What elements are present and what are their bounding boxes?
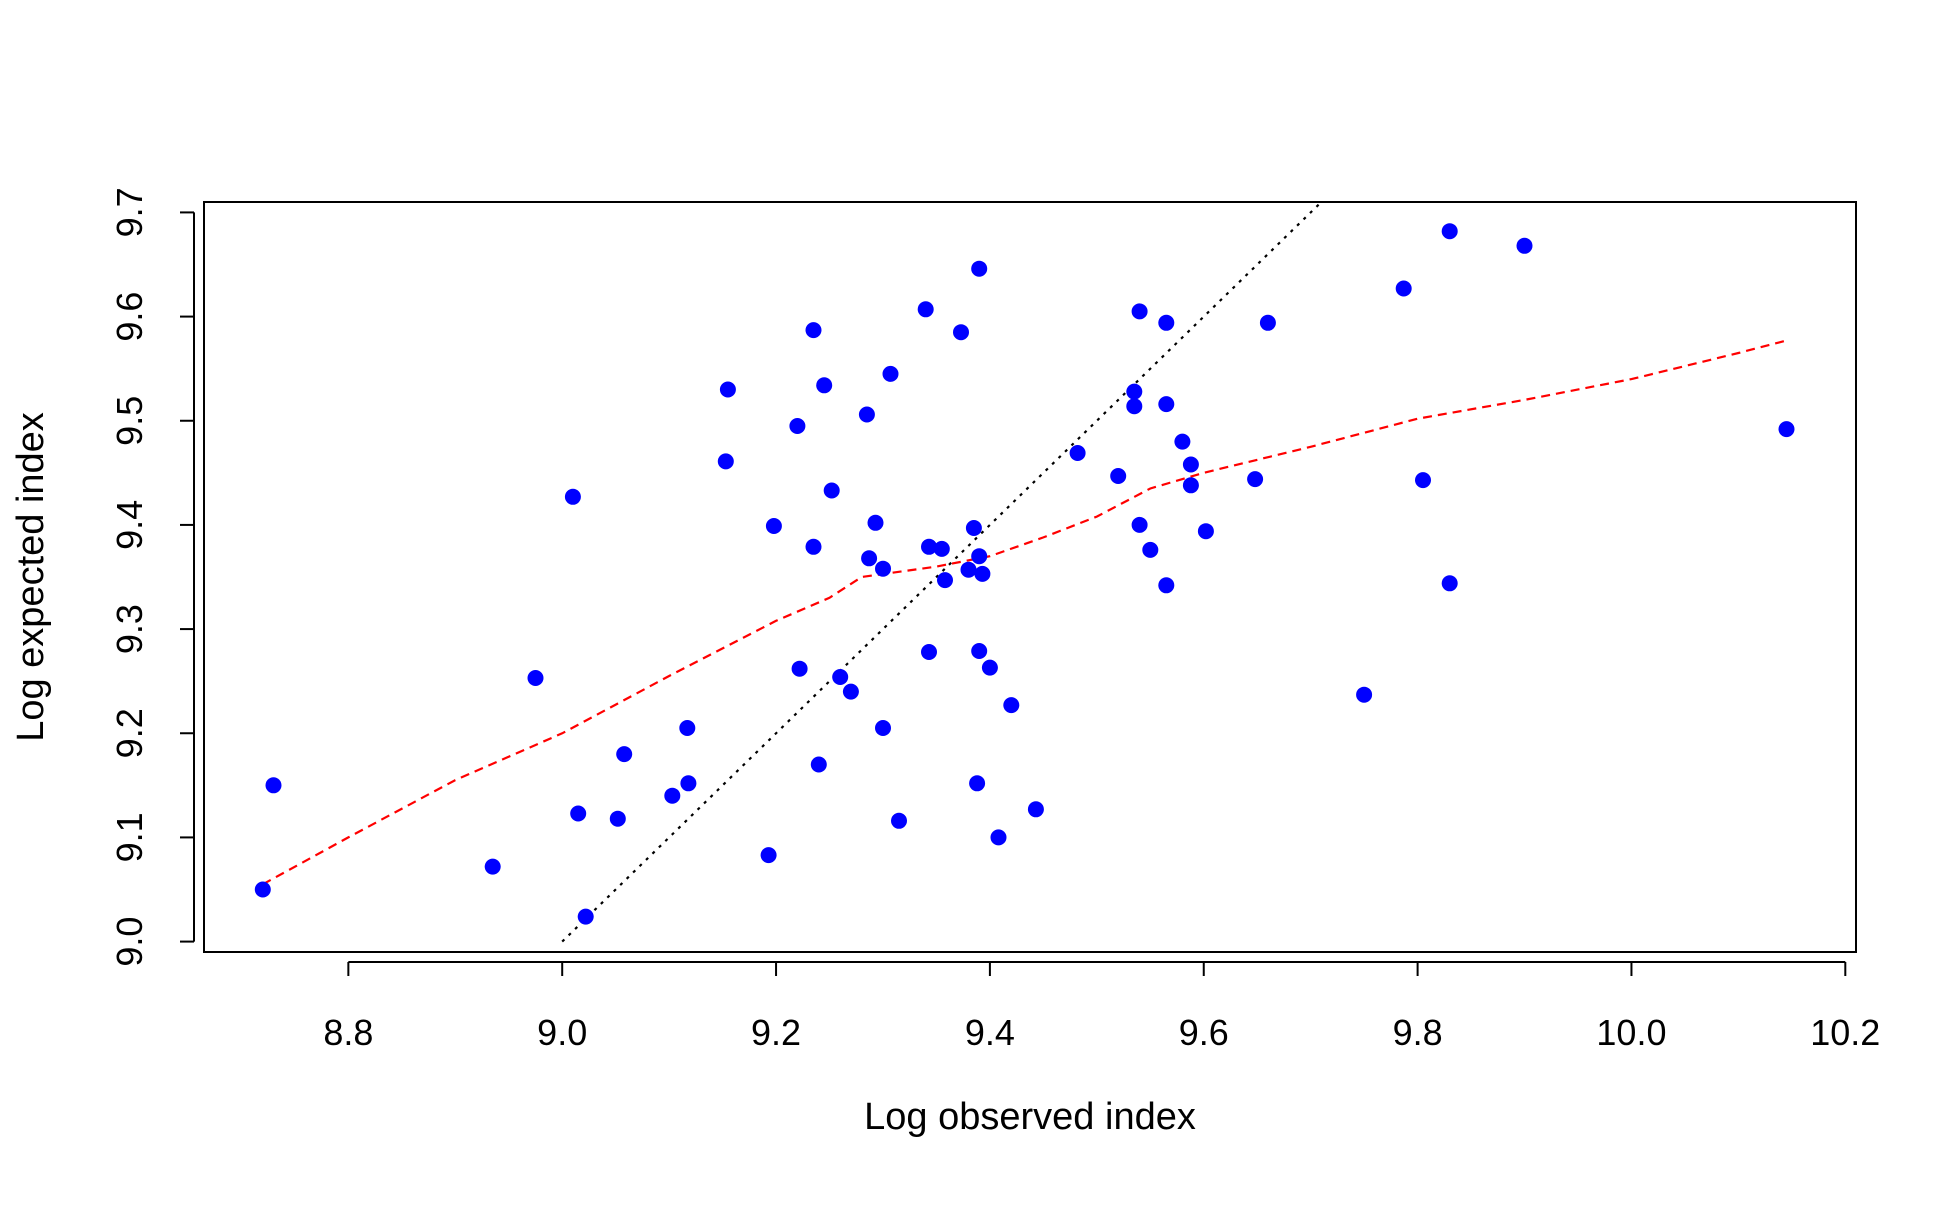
data-point [965, 520, 982, 536]
data-point [609, 810, 626, 827]
data-point [564, 488, 581, 505]
y-tick-label: 9.7 [109, 187, 150, 237]
data-point [789, 418, 806, 434]
data-point [974, 565, 991, 582]
data-point [679, 720, 696, 736]
plot-layer [254, 202, 1795, 943]
data-point [805, 322, 822, 339]
x-tick-label: 9.6 [1179, 1012, 1229, 1053]
data-point [616, 746, 633, 763]
y-axis: 9.0 9.1 9.2 9.3 9.4 9.5 9.6 9.7 [109, 187, 195, 967]
data-point [921, 644, 937, 660]
data-point [717, 453, 734, 470]
y-tick-label: 9.6 [109, 292, 150, 342]
data-point [1441, 575, 1458, 592]
data-point [1131, 516, 1148, 533]
data-point [816, 377, 833, 394]
data-point [810, 756, 827, 773]
y-tick-label: 9.5 [109, 396, 150, 446]
data-point [960, 561, 977, 578]
data-point [1142, 541, 1159, 558]
data-point [823, 482, 840, 499]
data-point [1027, 801, 1044, 818]
x-tick-label: 9.2 [751, 1012, 801, 1053]
data-point [1516, 237, 1533, 254]
data-point [791, 660, 808, 677]
x-axis-title: Log observed index [864, 1096, 1196, 1138]
data-point [971, 643, 988, 659]
data-point [1197, 523, 1214, 540]
data-point [570, 805, 587, 822]
data-point [1126, 398, 1143, 415]
data-point [1110, 468, 1127, 484]
data-point [719, 381, 736, 398]
x-tick-label: 9.4 [965, 1012, 1015, 1053]
data-point [875, 720, 891, 736]
data-point [933, 540, 950, 557]
data-point [1259, 314, 1276, 331]
x-tick-label: 9.0 [537, 1012, 587, 1053]
data-point [842, 683, 859, 700]
data-point [953, 324, 969, 341]
x-tick-label: 10.0 [1596, 1012, 1666, 1053]
data-point [1356, 686, 1373, 703]
identity-line [561, 202, 1323, 943]
data-point [1131, 303, 1148, 320]
data-point [921, 538, 937, 555]
data-point [867, 514, 884, 531]
data-point [832, 669, 849, 685]
smoothed-trend-line [262, 339, 1787, 886]
data-point [1395, 280, 1412, 297]
y-tick-label: 9.0 [109, 917, 150, 967]
y-axis-title: Log expected index [10, 412, 52, 742]
data-point [1158, 577, 1175, 594]
x-tick-label: 9.8 [1393, 1012, 1443, 1053]
data-point [1247, 471, 1264, 488]
y-tick-label: 9.1 [109, 812, 150, 862]
data-point [664, 787, 681, 804]
data-point [969, 775, 986, 792]
data-point [1069, 445, 1086, 461]
data-point [527, 670, 544, 686]
data-point [484, 858, 501, 875]
data-point [990, 829, 1007, 846]
data-point [1441, 223, 1458, 240]
data-point [1174, 433, 1191, 450]
data-point [917, 301, 934, 318]
data-point [882, 365, 899, 382]
data-point [858, 406, 875, 423]
y-tick-label: 9.2 [109, 708, 150, 758]
y-tick-label: 9.3 [109, 604, 150, 654]
data-point [1003, 697, 1020, 714]
x-tick-label: 10.2 [1810, 1012, 1880, 1053]
data-point [1182, 477, 1199, 494]
data-point [937, 572, 953, 589]
data-point [1158, 396, 1175, 413]
x-tick-label: 8.8 [323, 1012, 373, 1053]
data-point [577, 908, 594, 925]
data-point [760, 847, 777, 864]
data-point [971, 260, 988, 277]
data-point [1158, 314, 1175, 331]
data-point [861, 550, 878, 567]
x-axis: 8.8 9.0 9.2 9.4 9.6 9.8 10.0 10.2 [323, 961, 1880, 1053]
data-point [1778, 421, 1795, 438]
data-point [981, 659, 998, 676]
data-point [875, 560, 891, 577]
data-point [680, 775, 697, 792]
data-point [891, 812, 907, 829]
plot-frame [203, 201, 1857, 953]
data-point [971, 548, 988, 565]
data-point [805, 538, 822, 555]
y-tick-label: 9.4 [109, 500, 150, 550]
data-point [265, 777, 282, 794]
data-point [254, 881, 271, 898]
data-point [1126, 383, 1143, 400]
data-point [1182, 456, 1199, 473]
data-point [765, 518, 782, 534]
data-point [1415, 472, 1431, 489]
